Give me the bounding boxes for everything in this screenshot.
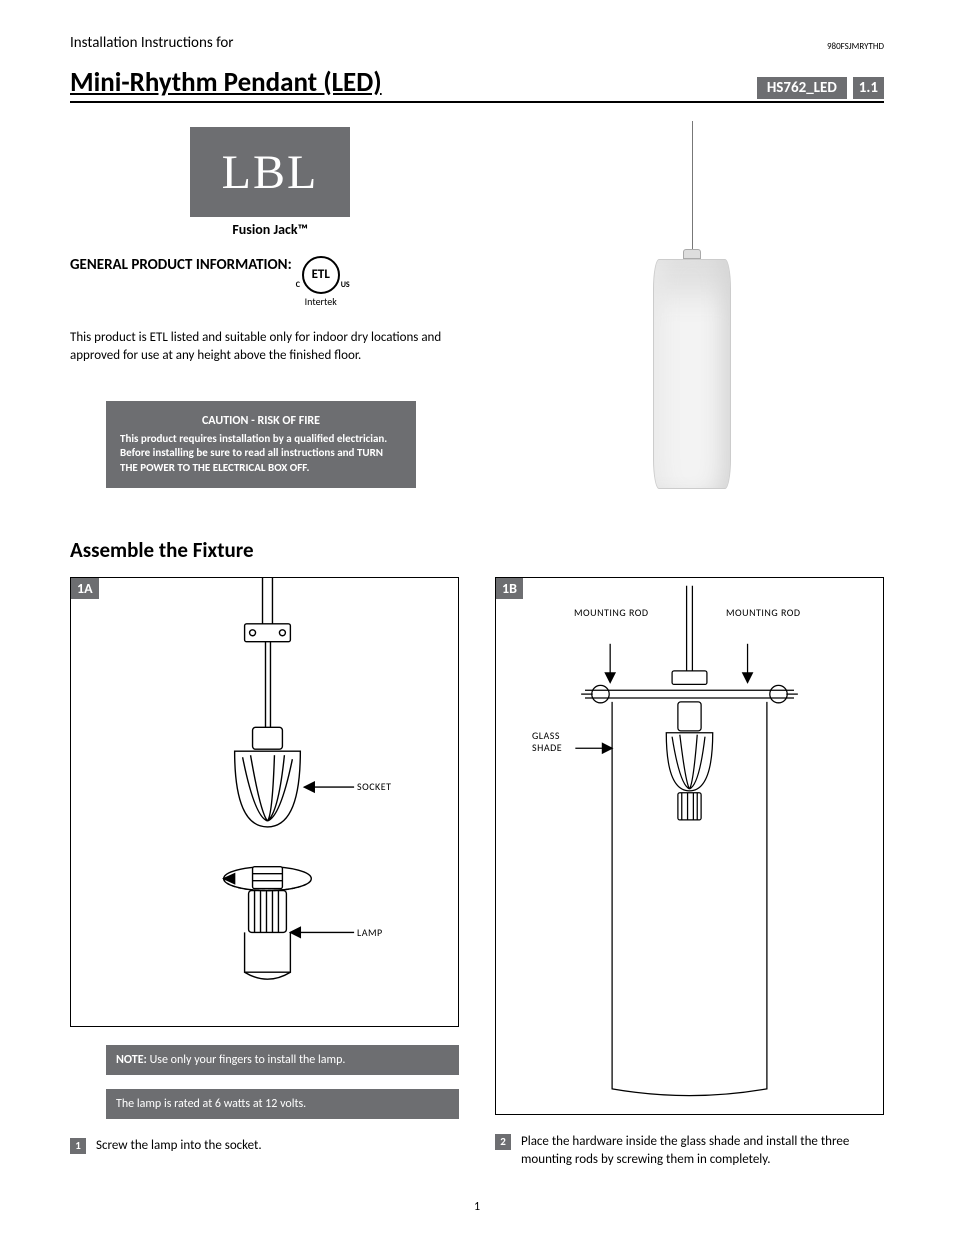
label-socket: SOCKET [357,780,392,793]
etl-text: ETL [312,268,330,282]
note-label: NOTE: [116,1053,147,1067]
caution-title: CAUTION - RISK OF FIRE [120,413,402,429]
diagram-1b-svg [496,578,883,1114]
model-badge: HS762_LED [757,77,847,99]
step-1-text: Screw the lamp into the socket. [96,1137,262,1155]
diagram-1a: 1A [70,577,459,1027]
step-2: 2 Place the hardware inside the glass sh… [495,1133,884,1168]
rating-box: The lamp is rated at 6 watts at 12 volts… [106,1089,459,1119]
caution-text-1: This product requires installation by a … [120,432,387,460]
label-mounting-rod-left: MOUNTING ROD [574,606,649,619]
etl-subtext: Intertek [302,296,340,307]
page-number: 1 [70,1200,884,1214]
diagram-1b: 1B [495,577,884,1115]
general-info-body: This product is ETL listed and suitable … [70,329,470,365]
label-lamp: LAMP [357,926,383,939]
step-2-text: Place the hardware inside the glass shad… [521,1133,884,1168]
version-badge: 1.1 [853,77,884,99]
step-1-number: 1 [70,1138,86,1154]
caution-box: CAUTION - RISK OF FIRE This product requ… [106,401,416,488]
diagram-tag-1a: 1A [71,578,99,599]
etl-icon: ETL [302,256,340,294]
note-text: Use only your fingers to install the lam… [147,1053,346,1067]
label-mounting-rod-right: MOUNTING ROD [726,606,801,619]
step-2-number: 2 [495,1134,511,1150]
diagram-tag-1b: 1B [496,578,523,599]
document-number: 980FSJMRYTHD [827,41,884,52]
product-illustration [622,121,762,501]
page-title: Mini-Rhythm Pendant (LED) [70,66,382,99]
model-badges: HS762_LED 1.1 [757,77,884,99]
diagram-1a-svg [71,578,458,1026]
general-info-heading: GENERAL PRODUCT INFORMATION: [70,256,292,274]
logo-subtitle: Fusion Jack™ [70,221,470,238]
assemble-heading: Assemble the Fixture [70,537,884,563]
label-glass-shade: GLASS SHADE [532,730,562,754]
instructions-for-label: Installation Instructions for [70,34,234,52]
note-box: NOTE: Use only your fingers to install t… [106,1045,459,1075]
label-glass-shade-l2: SHADE [532,741,562,754]
step-1: 1 Screw the lamp into the socket. [70,1137,459,1155]
etl-mark: ETL Intertek [302,256,340,307]
brand-logo: LBL [190,127,350,217]
